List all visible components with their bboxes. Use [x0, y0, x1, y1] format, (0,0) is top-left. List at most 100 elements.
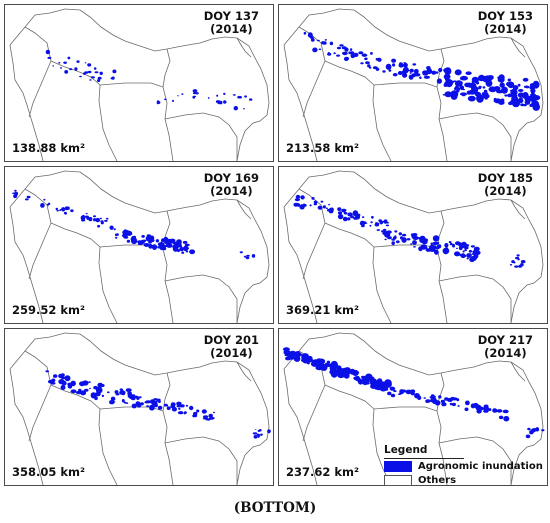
district-boundaries: [283, 170, 544, 323]
inundation-patch: [349, 48, 353, 51]
inundation-patch: [316, 39, 320, 42]
inundation-patch: [440, 399, 445, 404]
inundation-patch: [267, 430, 271, 434]
inundation-patch: [94, 71, 99, 74]
inundation-patches: [45, 49, 253, 111]
inundation-patch: [522, 77, 529, 82]
inundation-patch: [466, 257, 469, 260]
inundation-patch: [192, 89, 198, 93]
district-boundary-line: [9, 44, 44, 161]
inundation-patch: [498, 100, 505, 105]
inundation-patch: [143, 243, 150, 247]
inundation-patch: [172, 99, 174, 102]
inundation-patch: [399, 389, 404, 395]
inundation-patch: [213, 411, 215, 414]
inundation-patch: [84, 388, 89, 392]
inundation-patches: [293, 194, 526, 268]
inundation-patch: [405, 389, 412, 395]
inundation-patch: [454, 69, 462, 76]
inundation-patch: [68, 386, 72, 389]
inundation-patch: [218, 100, 223, 105]
district-boundary-line: [373, 406, 448, 485]
inundation-patch: [87, 63, 92, 67]
inundation-patch: [125, 388, 132, 392]
district-boundary-line: [373, 82, 448, 161]
inundation-patch: [531, 428, 536, 433]
inundation-patch: [142, 239, 146, 243]
inundation-patch: [317, 205, 323, 210]
inundation-patch: [51, 378, 56, 383]
inundation-patch: [483, 89, 488, 93]
inundation-patch: [354, 375, 360, 382]
inundation-patch: [471, 80, 474, 84]
district-boundary-line: [236, 199, 252, 220]
inundation-patch: [257, 429, 261, 432]
inundation-patch: [402, 233, 407, 237]
inundation-patch: [380, 220, 384, 223]
region-map: [9, 8, 270, 161]
map-panel-doy153: DOY 153 (2014) 213.58 km²: [278, 4, 548, 162]
inundation-patch: [358, 51, 364, 55]
inundation-patch: [163, 404, 169, 407]
inundation-patch: [325, 207, 328, 210]
inundation-patch: [205, 417, 208, 421]
inundation-patch: [148, 240, 152, 244]
inundation-patch: [398, 393, 402, 395]
inundation-patch: [93, 218, 97, 222]
inundation-patch: [309, 35, 312, 38]
inundation-patch: [95, 217, 100, 223]
district-boundaries: [9, 332, 270, 485]
inundation-patch: [14, 189, 17, 192]
inundation-patch: [466, 253, 472, 258]
inundation-patch: [109, 225, 114, 230]
inundation-patch: [409, 69, 414, 72]
inundation-patch: [403, 63, 406, 66]
inundation-patch: [342, 367, 348, 371]
doy-title: DOY 153 (2014): [477, 9, 533, 36]
inundation-patch: [341, 208, 346, 213]
inundation-patch: [185, 250, 189, 253]
inundation-patch: [178, 245, 183, 248]
inundation-patch: [365, 61, 370, 65]
district-boundary-line: [162, 372, 171, 412]
inundation-patch: [541, 429, 545, 432]
inundation-patch: [163, 236, 169, 242]
inundation-patch: [370, 52, 373, 55]
inundation-patch: [245, 256, 250, 260]
inundation-patch: [423, 238, 429, 242]
district-boundary-line: [324, 384, 392, 485]
inundation-patch: [82, 214, 85, 218]
district-boundary-line: [9, 8, 270, 161]
inundation-patch: [361, 216, 365, 218]
inundation-patch: [337, 207, 342, 211]
district-boundary-line: [99, 406, 174, 485]
inundation-patch: [456, 247, 458, 249]
inundation-patch: [132, 235, 137, 239]
inundation-patch: [194, 95, 197, 98]
inundation-patch: [460, 75, 468, 81]
inundation-area: 358.05 km²: [12, 465, 86, 479]
inundation-patch: [337, 211, 343, 215]
inundation-patch: [295, 351, 301, 357]
inundation-patch: [294, 355, 301, 362]
inundation-patch: [126, 239, 131, 243]
inundation-patch: [123, 229, 127, 233]
inundation-patch: [64, 70, 69, 74]
inundation-patch: [342, 51, 348, 56]
inundation-patch: [312, 47, 318, 53]
district-boundary-line: [50, 222, 118, 323]
district-boundary-line: [9, 170, 270, 323]
inundation-patch: [50, 382, 56, 385]
inundation-patch: [517, 258, 520, 261]
inundation-patch: [237, 95, 243, 99]
inundation-patch: [475, 81, 480, 85]
inundation-patch: [311, 360, 318, 366]
district-boundary-line: [9, 332, 270, 485]
inundation-patch: [337, 214, 344, 220]
inundation-patch: [337, 372, 345, 379]
inundation-patch: [464, 249, 467, 252]
inundation-patch: [136, 396, 140, 400]
inundation-patch: [114, 390, 119, 394]
inundation-patch: [400, 236, 403, 240]
inundation-patch: [75, 390, 83, 395]
